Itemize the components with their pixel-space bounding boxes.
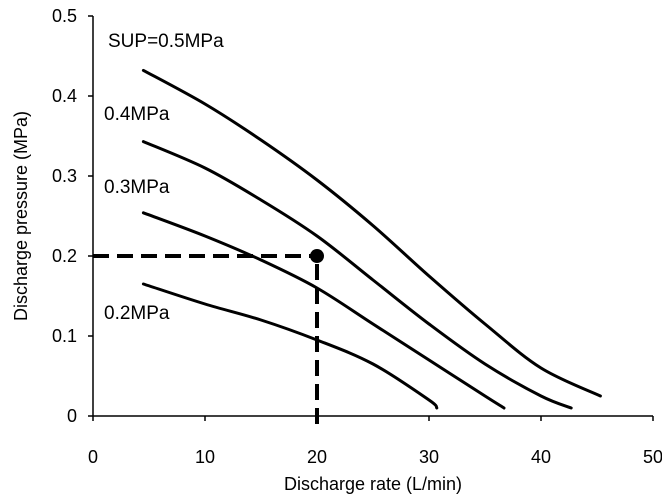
x-tick-label: 40: [531, 447, 551, 467]
y-tick-label: 0.1: [52, 326, 77, 346]
series-label-sup05: SUP=0.5MPa: [108, 31, 224, 52]
y-tick-label: 0.2: [52, 246, 77, 266]
series-line-0: [141, 68, 602, 398]
series-line-1: [141, 140, 573, 410]
series-line-2: [141, 211, 506, 410]
x-tick-label: 10: [195, 447, 215, 467]
axes: 0 0.1 0.2 0.3 0.4 0.5 0 10 20 30 40 50: [52, 6, 662, 467]
operating-point-marker: [310, 249, 324, 263]
series-label-02: 0.2MPa: [104, 303, 170, 324]
x-tick-label: 50: [643, 447, 662, 467]
series-layer: [141, 68, 602, 410]
x-axis-title: Discharge rate (L/min): [284, 474, 462, 494]
x-tick-label: 20: [307, 447, 327, 467]
y-tick-label: 0.4: [52, 86, 77, 106]
x-ticks: 0 10 20 30 40 50: [88, 416, 662, 467]
y-axis-title: Discharge pressure (MPa): [11, 111, 31, 321]
y-tick-label: 0: [67, 406, 77, 426]
x-tick-label: 30: [419, 447, 439, 467]
y-tick-label: 0.5: [52, 6, 77, 26]
reference-lines: [93, 249, 324, 424]
series-label-04: 0.4MPa: [104, 104, 170, 125]
y-ticks: 0 0.1 0.2 0.3 0.4 0.5: [52, 6, 93, 426]
y-tick-label: 0.3: [52, 166, 77, 186]
series-line-3: [141, 282, 439, 410]
series-label-03: 0.3MPa: [104, 177, 170, 198]
x-tick-label: 0: [88, 447, 98, 467]
